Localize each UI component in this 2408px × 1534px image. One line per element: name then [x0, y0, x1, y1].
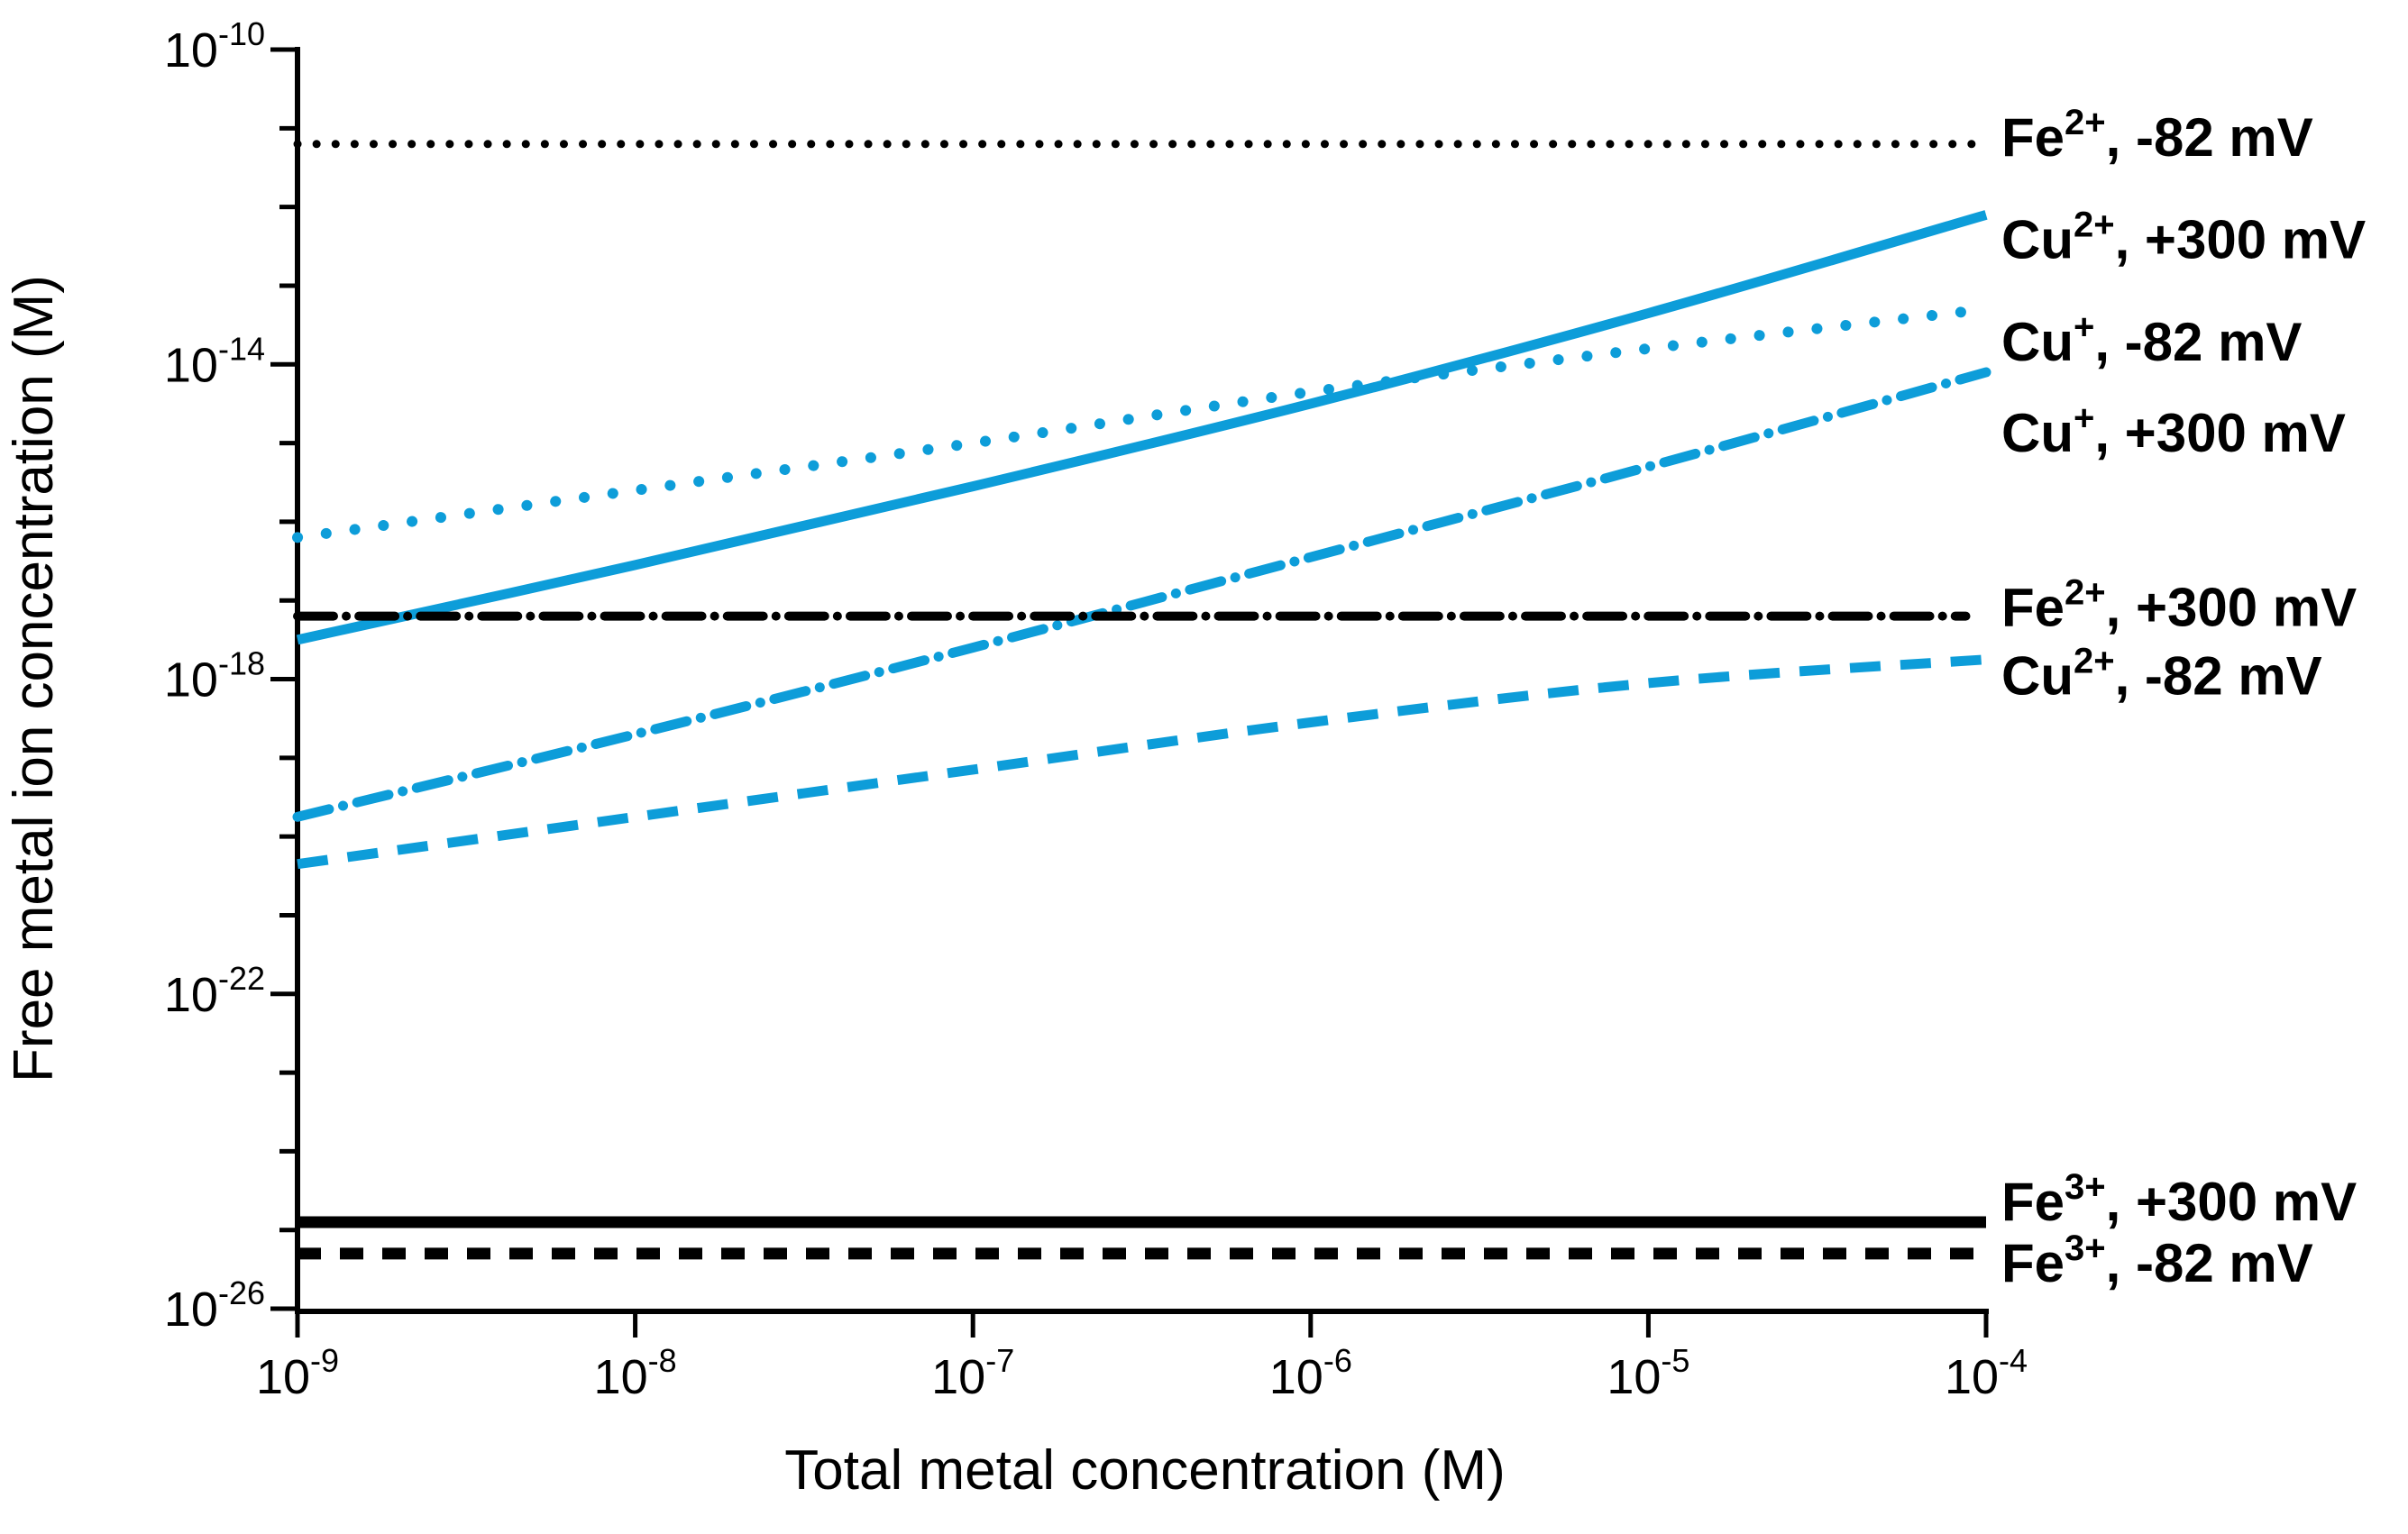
- series-line-cu1-plus300: [292, 367, 1991, 822]
- series-label-cu2-minus82: Cu2+, -82 mV: [2001, 642, 2322, 707]
- series-label-fe3-minus82: Fe3+, -82 mV: [2001, 1228, 2313, 1293]
- y-tick-label: 10-18: [164, 645, 265, 708]
- y-tick-label: 10-10: [164, 15, 265, 78]
- y-tick-label: 10-22: [164, 960, 265, 1022]
- series-label-cu1-minus82: Cu+, -82 mV: [2001, 307, 2302, 372]
- x-tick-label: 10-9: [256, 1342, 339, 1404]
- series-lines: [292, 140, 1991, 1260]
- y-axis: 10-10 10-14 10-18 10-22 10-26: [164, 15, 300, 1337]
- y-tick-label: 10-14: [164, 330, 265, 392]
- series-label-fe2-plus300: Fe2+, +300 mV: [2001, 573, 2357, 638]
- y-axis-title: Free metal ion concentration (M): [3, 275, 65, 1082]
- x-axis: 10-9 10-8 10-7 10-6 10-5 10-4: [256, 1309, 2028, 1404]
- series-labels: Fe2+, -82 mV Cu2+, +300 mV Cu+, -82 mV Cu+,…: [2001, 103, 2366, 1293]
- series-line-cu1-minus82: [292, 304, 1991, 543]
- series-label-cu1-plus300: Cu+, +300 mV: [2001, 398, 2346, 463]
- x-tick-label: 10-4: [1945, 1342, 2028, 1404]
- series-line-cu2-minus82: [297, 654, 1987, 870]
- series-line-cu2-plus300: [296, 210, 1988, 645]
- x-tick-label: 10-7: [931, 1342, 1014, 1404]
- x-tick-label: 10-5: [1607, 1342, 1689, 1404]
- x-tick-label: 10-8: [594, 1342, 677, 1404]
- y-tick-label: 10-26: [164, 1274, 265, 1337]
- series-label-fe3-plus300: Fe3+, +300 mV: [2001, 1167, 2357, 1232]
- x-axis-title: Total metal concentration (M): [784, 1439, 1505, 1502]
- series-label-fe2-minus82: Fe2+, -82 mV: [2001, 103, 2313, 168]
- series-label-cu2-plus300: Cu2+, +300 mV: [2001, 205, 2366, 269]
- x-tick-label: 10-6: [1269, 1342, 1352, 1404]
